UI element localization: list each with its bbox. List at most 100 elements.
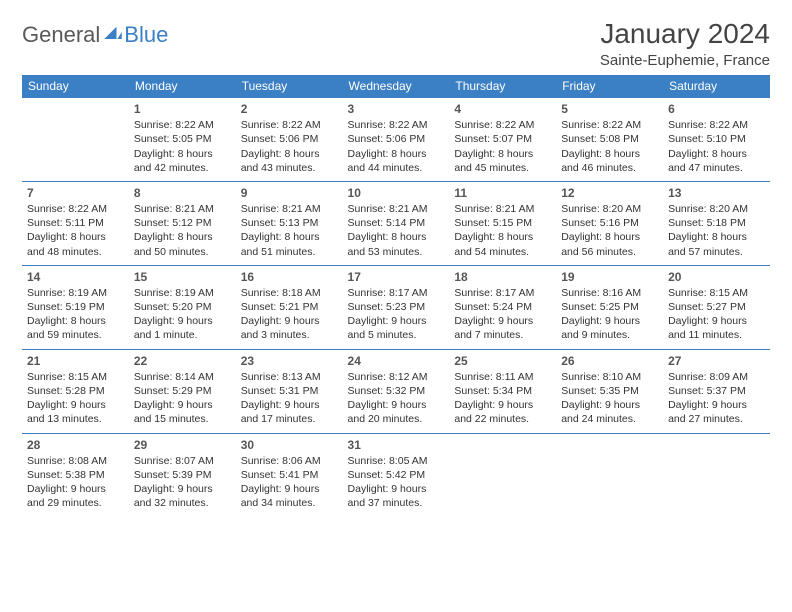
daylight-text: Daylight: 9 hours	[241, 482, 338, 496]
sunset-text: Sunset: 5:11 PM	[27, 216, 124, 230]
title-block: January 2024 Sainte-Euphemie, France	[600, 18, 770, 69]
sunrise-text: Sunrise: 8:17 AM	[454, 286, 551, 300]
sunset-text: Sunset: 5:16 PM	[561, 216, 658, 230]
sunrise-text: Sunrise: 8:09 AM	[668, 370, 765, 384]
sunset-text: Sunset: 5:38 PM	[27, 468, 124, 482]
day-number: 24	[348, 353, 445, 369]
day-number: 10	[348, 185, 445, 201]
calendar-cell: 20Sunrise: 8:15 AMSunset: 5:27 PMDayligh…	[663, 265, 770, 349]
daylight-text: and 9 minutes.	[561, 328, 658, 342]
day-number: 28	[27, 437, 124, 453]
daylight-text: and 45 minutes.	[454, 161, 551, 175]
calendar-week: 21Sunrise: 8:15 AMSunset: 5:28 PMDayligh…	[22, 349, 770, 433]
calendar-cell: 2Sunrise: 8:22 AMSunset: 5:06 PMDaylight…	[236, 98, 343, 182]
logo-text-gray: General	[22, 22, 100, 48]
daylight-text: Daylight: 9 hours	[561, 314, 658, 328]
calendar-cell: 6Sunrise: 8:22 AMSunset: 5:10 PMDaylight…	[663, 98, 770, 182]
daylight-text: and 43 minutes.	[241, 161, 338, 175]
daylight-text: Daylight: 9 hours	[348, 482, 445, 496]
daylight-text: and 11 minutes.	[668, 328, 765, 342]
daylight-text: and 44 minutes.	[348, 161, 445, 175]
daylight-text: and 56 minutes.	[561, 245, 658, 259]
sunrise-text: Sunrise: 8:22 AM	[27, 202, 124, 216]
daylight-text: Daylight: 9 hours	[134, 314, 231, 328]
dayname-mon: Monday	[129, 75, 236, 98]
day-number: 25	[454, 353, 551, 369]
daylight-text: Daylight: 9 hours	[27, 398, 124, 412]
daylight-text: Daylight: 8 hours	[134, 147, 231, 161]
calendar-cell: 9Sunrise: 8:21 AMSunset: 5:13 PMDaylight…	[236, 181, 343, 265]
calendar-cell: 11Sunrise: 8:21 AMSunset: 5:15 PMDayligh…	[449, 181, 556, 265]
sunrise-text: Sunrise: 8:22 AM	[668, 118, 765, 132]
sunset-text: Sunset: 5:21 PM	[241, 300, 338, 314]
sunset-text: Sunset: 5:06 PM	[241, 132, 338, 146]
sunrise-text: Sunrise: 8:16 AM	[561, 286, 658, 300]
day-number: 15	[134, 269, 231, 285]
dayname-wed: Wednesday	[343, 75, 450, 98]
calendar-cell: 26Sunrise: 8:10 AMSunset: 5:35 PMDayligh…	[556, 349, 663, 433]
sunrise-text: Sunrise: 8:19 AM	[134, 286, 231, 300]
calendar-cell: 25Sunrise: 8:11 AMSunset: 5:34 PMDayligh…	[449, 349, 556, 433]
daylight-text: Daylight: 8 hours	[241, 147, 338, 161]
daylight-text: Daylight: 9 hours	[134, 398, 231, 412]
calendar-cell: 10Sunrise: 8:21 AMSunset: 5:14 PMDayligh…	[343, 181, 450, 265]
dayname-tue: Tuesday	[236, 75, 343, 98]
calendar-cell: 14Sunrise: 8:19 AMSunset: 5:19 PMDayligh…	[22, 265, 129, 349]
day-number: 3	[348, 101, 445, 117]
day-number: 21	[27, 353, 124, 369]
day-number: 12	[561, 185, 658, 201]
daylight-text: Daylight: 8 hours	[454, 147, 551, 161]
sunset-text: Sunset: 5:06 PM	[348, 132, 445, 146]
sunrise-text: Sunrise: 8:06 AM	[241, 454, 338, 468]
sunset-text: Sunset: 5:07 PM	[454, 132, 551, 146]
calendar-cell	[449, 433, 556, 516]
day-number: 11	[454, 185, 551, 201]
daylight-text: and 20 minutes.	[348, 412, 445, 426]
sunset-text: Sunset: 5:39 PM	[134, 468, 231, 482]
daylight-text: and 59 minutes.	[27, 328, 124, 342]
calendar-week: 28Sunrise: 8:08 AMSunset: 5:38 PM Dayligh…	[22, 433, 770, 516]
sunrise-text: Sunrise: 8:14 AM	[134, 370, 231, 384]
sunrise-text: Sunrise: 8:12 AM	[348, 370, 445, 384]
calendar-cell: 23Sunrise: 8:13 AMSunset: 5:31 PMDayligh…	[236, 349, 343, 433]
daylight-text: and 57 minutes.	[668, 245, 765, 259]
calendar-cell: 29Sunrise: 8:07 AMSunset: 5:39 PMDayligh…	[129, 433, 236, 516]
daylight-text: and 22 minutes.	[454, 412, 551, 426]
sunset-text: Sunset: 5:08 PM	[561, 132, 658, 146]
calendar-cell: 3Sunrise: 8:22 AMSunset: 5:06 PMDaylight…	[343, 98, 450, 182]
daylight-text: Daylight: 9 hours	[134, 482, 231, 496]
sunrise-text: Sunrise: 8:17 AM	[348, 286, 445, 300]
daylight-text: Daylight: 8 hours	[561, 230, 658, 244]
daylight-text: Daylight: 8 hours	[668, 147, 765, 161]
calendar-cell: 16Sunrise: 8:18 AMSunset: 5:21 PMDayligh…	[236, 265, 343, 349]
sunrise-text: Sunrise: 8:21 AM	[454, 202, 551, 216]
daylight-text: and 37 minutes.	[348, 496, 445, 510]
logo-text-blue: Blue	[124, 22, 168, 48]
daylight-text: and 7 minutes.	[454, 328, 551, 342]
daylight-text: Daylight: 8 hours	[561, 147, 658, 161]
sunrise-text: Sunrise: 8:22 AM	[561, 118, 658, 132]
daylight-text: and 32 minutes.	[134, 496, 231, 510]
daylight-text: and 46 minutes.	[561, 161, 658, 175]
sunset-text: Sunset: 5:05 PM	[134, 132, 231, 146]
sunrise-text: Sunrise: 8:08 AM	[27, 454, 124, 468]
dayname-sat: Saturday	[663, 75, 770, 98]
day-number: 8	[134, 185, 231, 201]
calendar-cell: 18Sunrise: 8:17 AMSunset: 5:24 PMDayligh…	[449, 265, 556, 349]
daylight-text: Daylight: 8 hours	[27, 314, 124, 328]
daylight-text: and 15 minutes.	[134, 412, 231, 426]
calendar-week: 1Sunrise: 8:22 AMSunset: 5:05 PMDaylight…	[22, 98, 770, 182]
daylight-text: and 48 minutes.	[27, 245, 124, 259]
calendar-cell: 13Sunrise: 8:20 AMSunset: 5:18 PMDayligh…	[663, 181, 770, 265]
sunset-text: Sunset: 5:29 PM	[134, 384, 231, 398]
calendar-table: Sunday Monday Tuesday Wednesday Thursday…	[22, 75, 770, 516]
daylight-text: Daylight: 8 hours	[134, 230, 231, 244]
logo-sail-icon	[104, 25, 122, 39]
dayname-sun: Sunday	[22, 75, 129, 98]
sunset-text: Sunset: 5:37 PM	[668, 384, 765, 398]
daylight-text: Daylight: 9 hours	[348, 398, 445, 412]
day-number: 4	[454, 101, 551, 117]
day-number: 22	[134, 353, 231, 369]
daylight-text: Daylight: 8 hours	[454, 230, 551, 244]
day-number: 31	[348, 437, 445, 453]
